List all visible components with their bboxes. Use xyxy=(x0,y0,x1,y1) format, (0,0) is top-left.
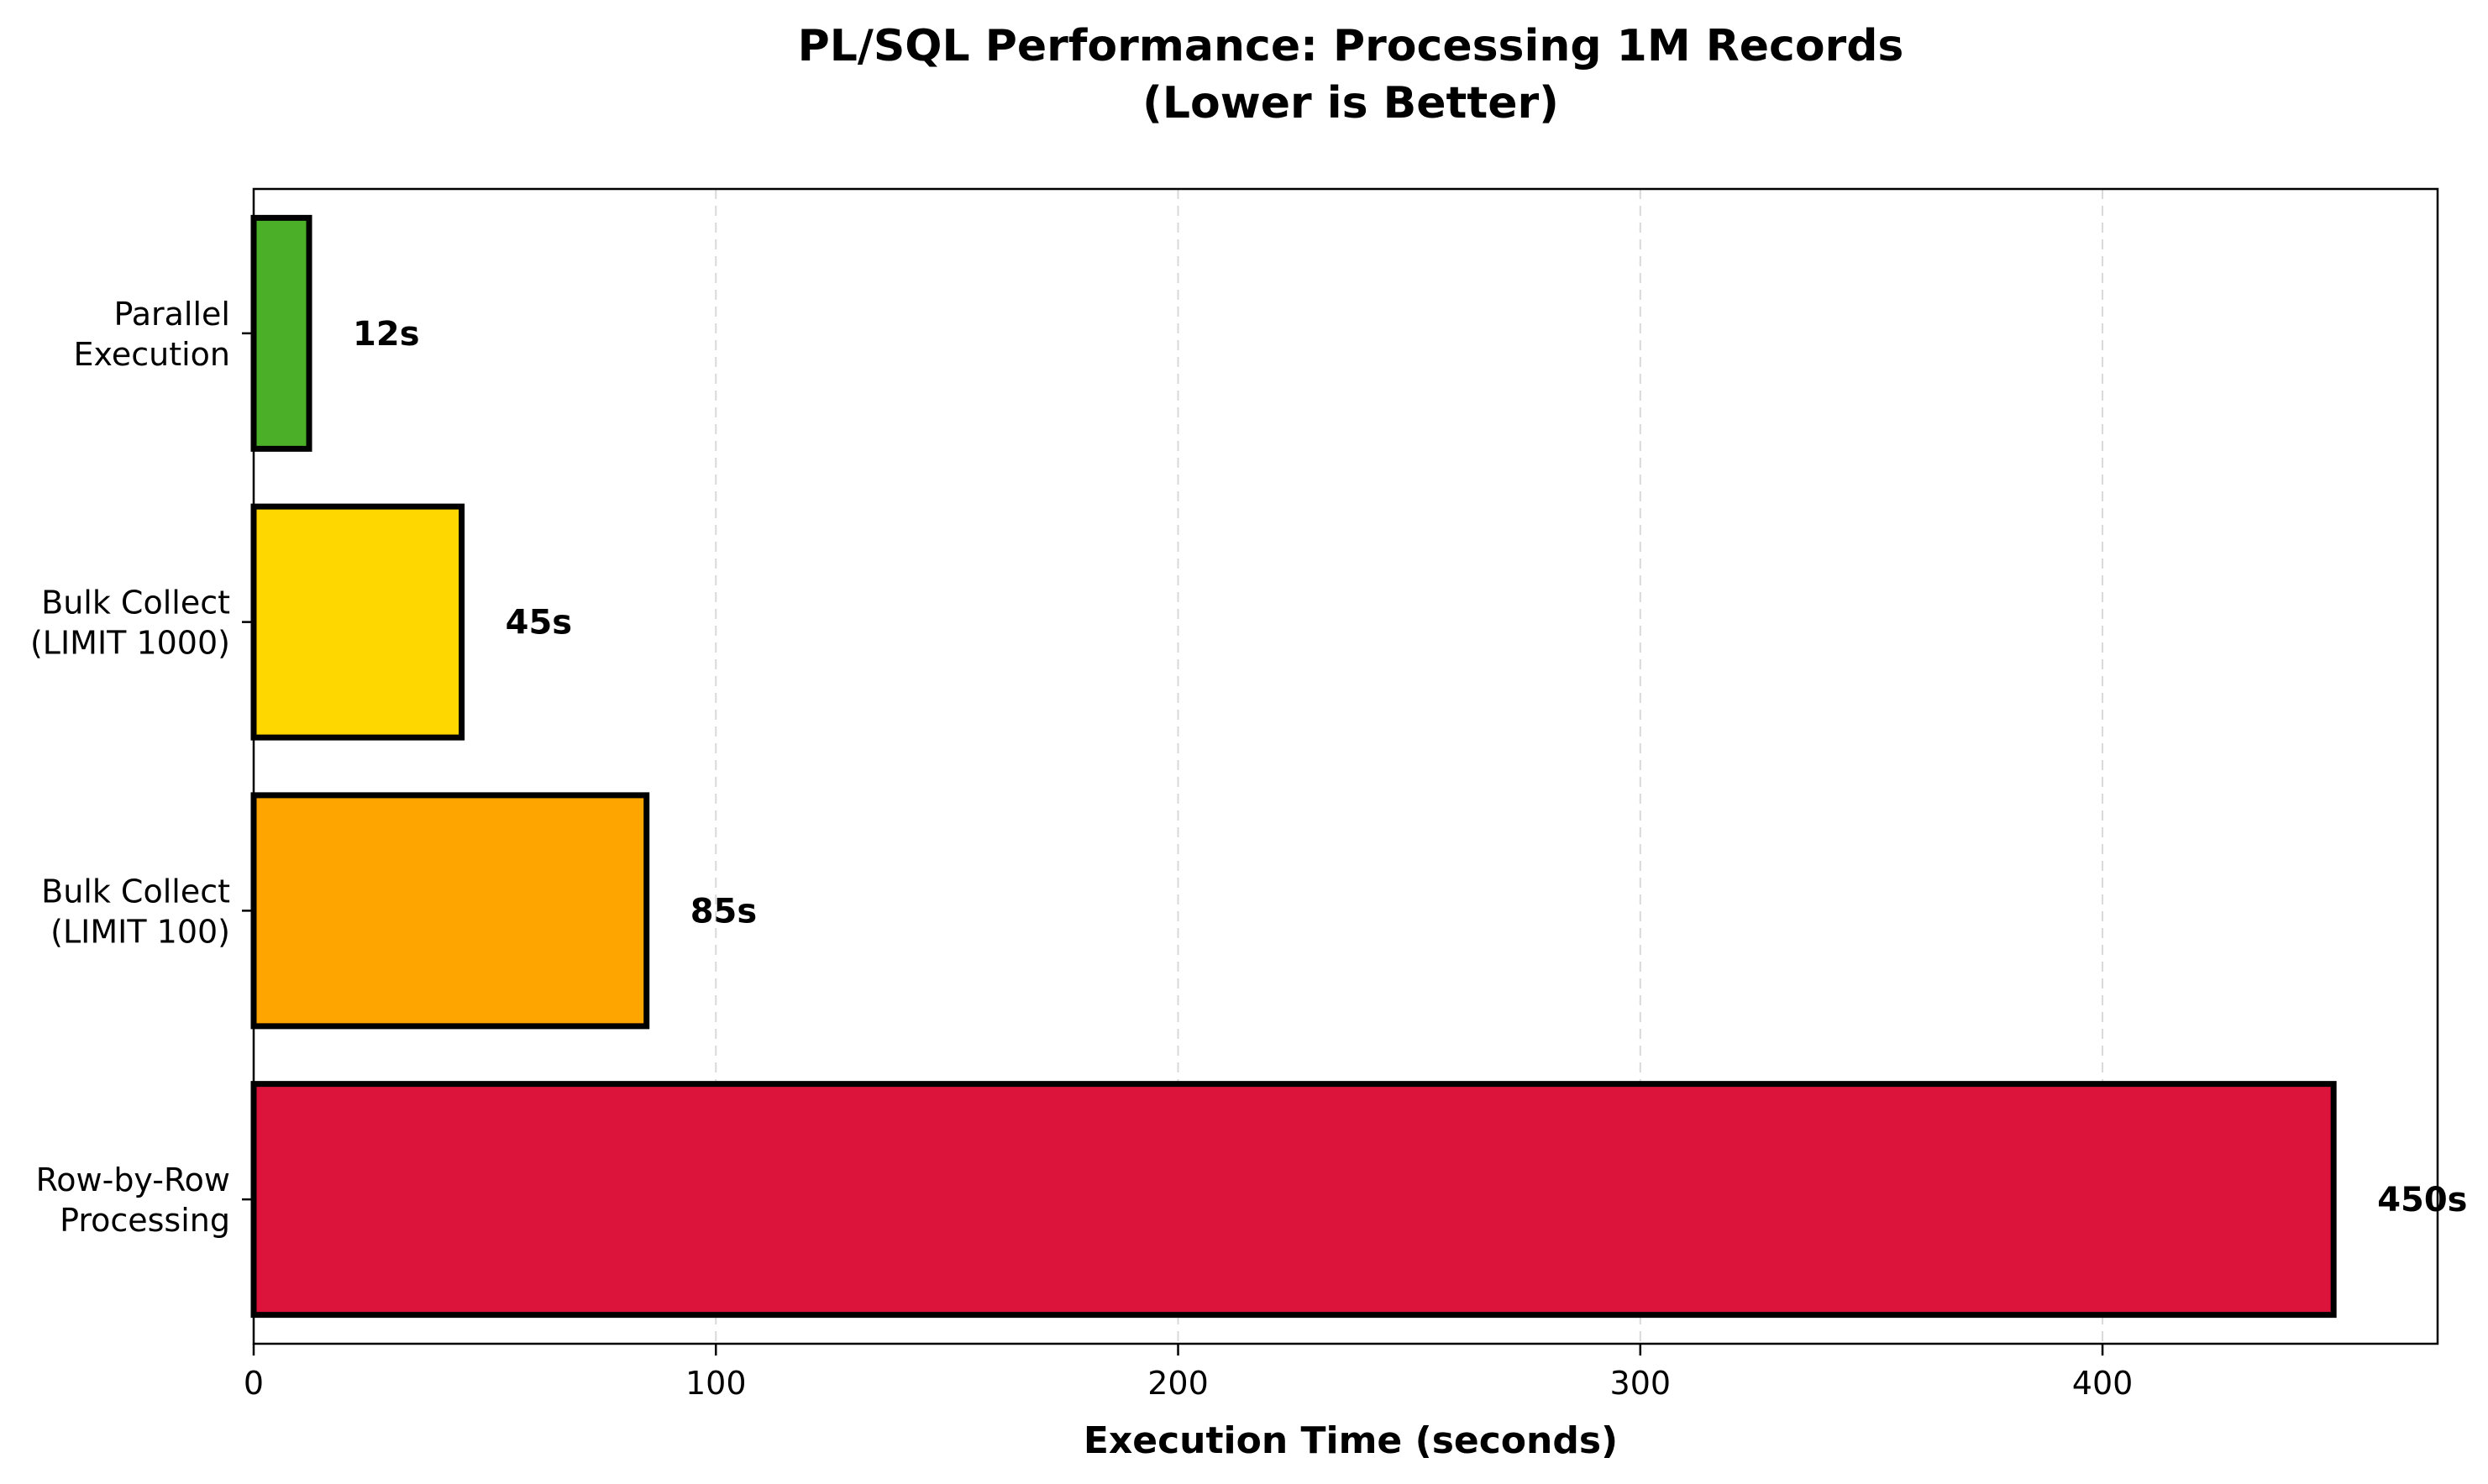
category-label-3: Parallel Execution xyxy=(74,296,230,373)
bar-1 xyxy=(250,792,650,1030)
x-tick-label-4: 400 xyxy=(2072,1365,2134,1402)
data-label-2: 45s xyxy=(506,604,572,642)
chart-title-line-1: PL/SQL Performance: Processing 1M Record… xyxy=(798,21,1904,71)
data-label-1: 85s xyxy=(690,892,757,931)
bar-2 xyxy=(250,503,465,741)
x-tick-label-1: 100 xyxy=(685,1365,747,1402)
category-label-1: Bulk Collect (LIMIT 100) xyxy=(41,873,230,950)
data-labels: 450s 85s 45s 12s xyxy=(353,315,2467,1219)
category-label-1-line-1: (LIMIT 100) xyxy=(50,913,230,950)
x-tick-label-3: 300 xyxy=(1610,1365,1672,1402)
bar-3 xyxy=(250,214,312,452)
chart-title-line-2: (Lower is Better) xyxy=(1142,78,1559,128)
category-label-3-line-1: Execution xyxy=(74,336,230,373)
chart-title: PL/SQL Performance: Processing 1M Record… xyxy=(798,21,1904,128)
data-label-0: 450s xyxy=(2377,1181,2467,1219)
x-tick-label-0: 0 xyxy=(244,1365,264,1402)
data-label-3: 12s xyxy=(353,315,419,354)
x-tick-label-2: 200 xyxy=(1147,1365,1209,1402)
category-label-1-line-0: Bulk Collect xyxy=(41,873,230,910)
category-label-3-line-0: Parallel xyxy=(114,296,230,333)
bars xyxy=(250,214,2337,1319)
category-label-0: Row-by-Row Processing xyxy=(36,1162,230,1239)
plot-frame xyxy=(252,187,2439,1345)
category-label-2-line-1: (LIMIT 1000) xyxy=(30,625,230,662)
category-label-2: Bulk Collect (LIMIT 1000) xyxy=(30,585,230,662)
category-label-2-line-0: Bulk Collect xyxy=(41,585,230,621)
category-label-0-line-0: Row-by-Row xyxy=(36,1162,230,1198)
bar-0 xyxy=(250,1081,2337,1319)
x-axis-title: Execution Time (seconds) xyxy=(1084,1419,1618,1462)
category-label-0-line-1: Processing xyxy=(60,1202,230,1239)
